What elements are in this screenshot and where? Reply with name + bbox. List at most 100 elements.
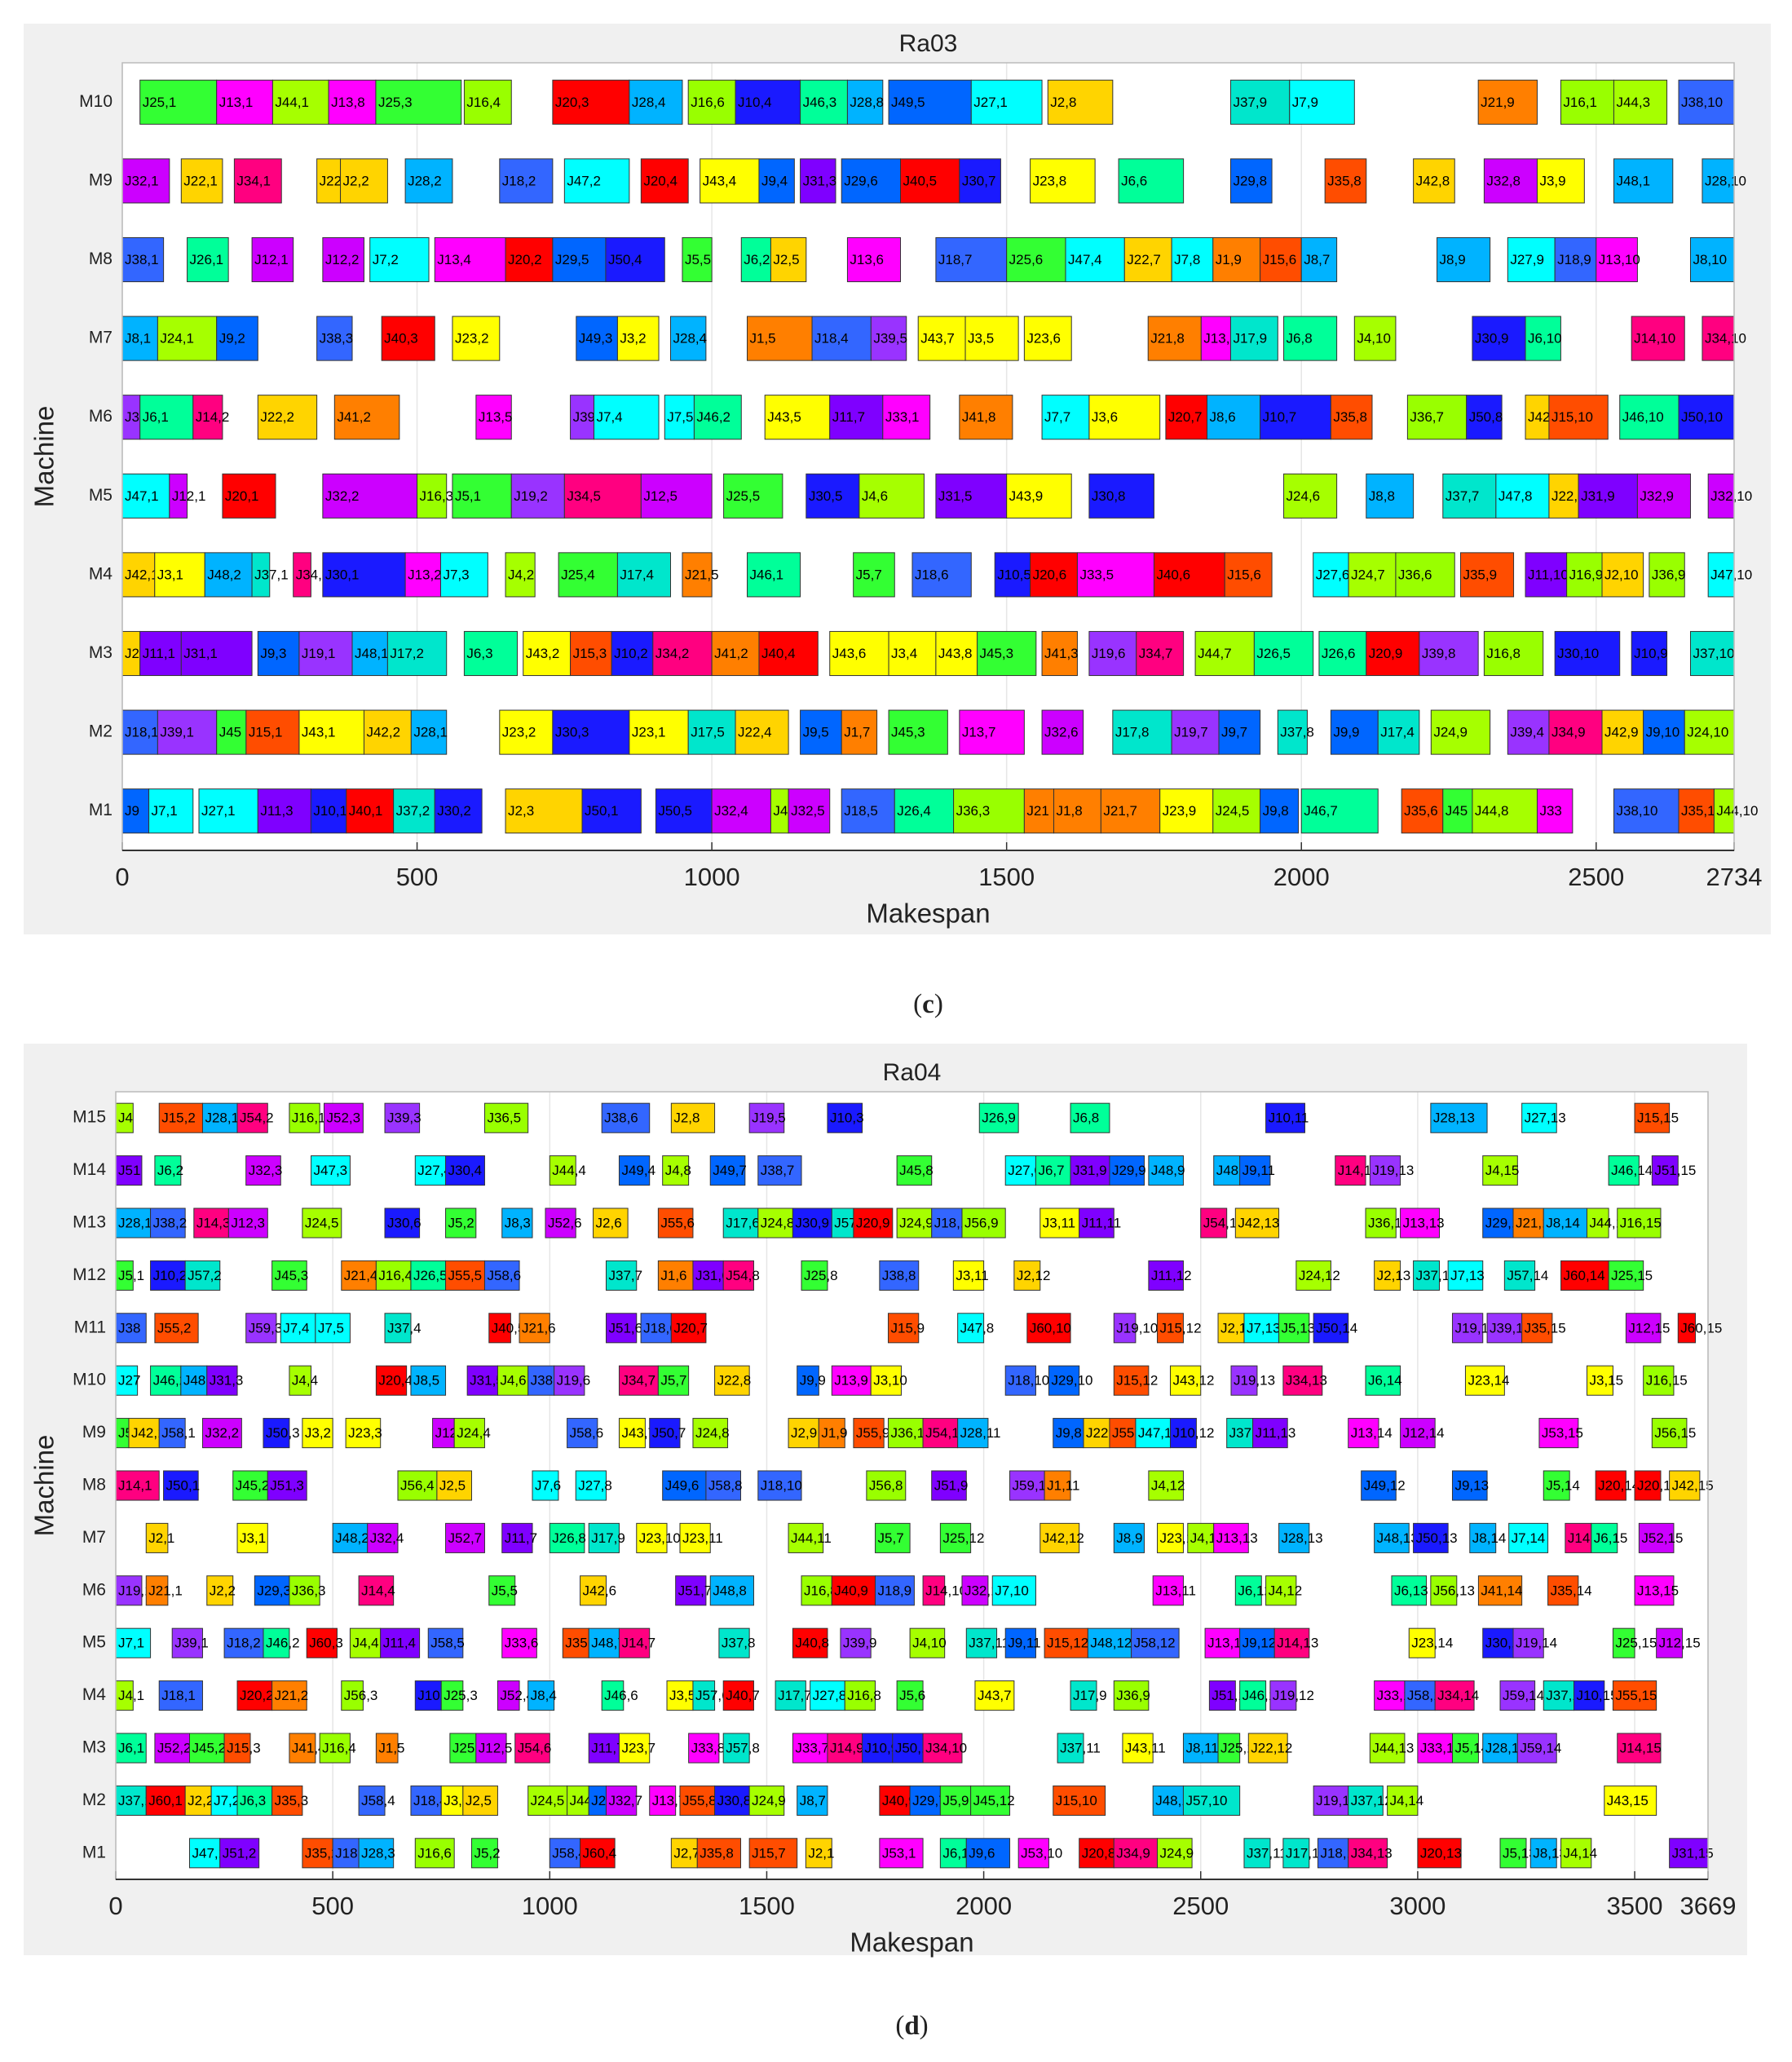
operation-label: J38,1 — [125, 252, 159, 267]
operation-label: J35,2 — [305, 1845, 339, 1861]
operation-bar — [1466, 395, 1503, 440]
operation-bar — [853, 1208, 894, 1239]
operation-bar — [1508, 1522, 1549, 1553]
operation-bar — [488, 1313, 511, 1344]
operation-bar — [788, 788, 831, 834]
operation-label: J52,6 — [548, 1215, 582, 1230]
operation-bar — [404, 158, 453, 204]
operation-bar — [1437, 236, 1491, 283]
operation-label: J36,3 — [956, 803, 991, 819]
operation-label: J15,3 — [227, 1740, 261, 1755]
operation-bar — [922, 1418, 959, 1449]
operation-bar — [1159, 788, 1214, 834]
operation-bar — [148, 788, 194, 834]
operation-bar — [145, 1522, 169, 1553]
operation-label: J56,4 — [400, 1477, 435, 1493]
operation-label: J36,5 — [487, 1110, 521, 1126]
operation-bar — [687, 709, 736, 755]
operation-label: J51,9 — [934, 1477, 969, 1493]
operation-label: J14,10 — [925, 1583, 967, 1598]
operation-bar — [688, 1733, 720, 1764]
operation-bar — [375, 79, 462, 125]
operation-label: J19,12 — [1316, 1793, 1357, 1808]
operation-label: J31,3 — [803, 173, 837, 188]
operation-label: J8,9 — [1116, 1530, 1142, 1546]
operation-label: J32,5 — [791, 803, 825, 819]
operation-label: J33,1 — [885, 409, 920, 425]
operation-label: J32,3 — [249, 1163, 283, 1178]
operation-bar — [1391, 1575, 1428, 1606]
operation-label: J21,9 — [1481, 95, 1515, 110]
operation-bar — [324, 1102, 364, 1133]
operation-bar — [1617, 1733, 1662, 1764]
operation-label: J20,4 — [643, 173, 678, 188]
operation-bar — [687, 79, 736, 125]
operation-bar — [1374, 1522, 1410, 1553]
operation-label: J8,7 — [800, 1793, 826, 1808]
operation-bar — [831, 1575, 876, 1606]
operation-label: J5,7 — [878, 1530, 904, 1546]
operation-label: J21,5 — [685, 567, 719, 582]
operation-label: J14,9 — [830, 1740, 864, 1755]
operation-label: J34,10 — [925, 1740, 967, 1755]
operation-label: J30,4 — [448, 1163, 483, 1178]
operation-label: J16,8 — [804, 1583, 838, 1598]
operation-bar — [201, 1102, 238, 1133]
operation-label: J13,1 — [219, 95, 254, 110]
operation-label: J6,1 — [143, 409, 169, 425]
operation-bar — [1171, 709, 1220, 755]
machine-label: M7 — [89, 329, 113, 347]
operation-label: J48,13 — [1377, 1530, 1419, 1546]
operation-bar — [527, 1365, 555, 1396]
operation-bar — [1430, 1102, 1488, 1133]
operation-bar — [322, 473, 418, 519]
machine-label: M8 — [82, 1476, 106, 1495]
operation-bar — [319, 1733, 351, 1764]
operation-label: J28,2 — [408, 173, 442, 188]
operation-bar — [909, 1627, 946, 1658]
operation-label: J43,7 — [978, 1688, 1012, 1703]
machine-label: M9 — [82, 1423, 106, 1442]
operation-label: J29,9 — [1112, 1163, 1146, 1178]
operation-bar — [581, 788, 642, 834]
operation-bar — [709, 1155, 746, 1186]
operation-bar — [827, 1102, 863, 1133]
operation-bar — [806, 473, 860, 519]
operation-label: J19,10 — [1116, 1320, 1158, 1336]
operation-label: J6,10 — [1528, 331, 1562, 347]
operation-bar — [909, 1785, 941, 1816]
operation-label: J32,1 — [125, 173, 159, 188]
operation-bar — [1548, 473, 1579, 519]
operation-label: J12,2 — [325, 252, 360, 267]
operation-label: J8,4 — [531, 1688, 557, 1703]
operation-bar — [254, 1575, 290, 1606]
operation-label: J4,4 — [292, 1373, 318, 1389]
operation-bar — [289, 1365, 312, 1396]
operation-bar — [1182, 1785, 1241, 1816]
operation-label: J52,3 — [327, 1110, 361, 1126]
operation-label: J16,6 — [691, 95, 725, 110]
operation-bar — [410, 709, 448, 755]
operation-label: J20,14 — [1598, 1477, 1640, 1493]
operation-label: J34,13 — [1351, 1845, 1393, 1861]
operation-bar — [888, 630, 937, 677]
x-tick-label: 3500 — [1607, 1892, 1663, 1920]
operation-bar — [800, 709, 842, 755]
operation-bar — [714, 1365, 750, 1396]
operation-label: J7,2 — [373, 252, 399, 267]
operation-label: J18,9 — [1557, 252, 1591, 267]
operation-bar — [1430, 1575, 1458, 1606]
operation-bar — [505, 236, 554, 283]
operation-bar — [204, 552, 253, 598]
operation-label: J40,7 — [726, 1688, 760, 1703]
operation-bar — [666, 1680, 694, 1711]
operation-label: J6,6 — [1121, 173, 1147, 188]
operation-label: J39,9 — [843, 1636, 877, 1651]
operation-label: J48,7 — [591, 1636, 625, 1651]
operation-bar — [216, 709, 247, 755]
operation-bar — [193, 1208, 229, 1239]
operation-label: J1,6 — [660, 1268, 686, 1283]
operation-label: J42,1 — [131, 1425, 166, 1441]
operation-label: J14,1 — [118, 1477, 152, 1493]
operation-bar — [267, 1470, 307, 1501]
